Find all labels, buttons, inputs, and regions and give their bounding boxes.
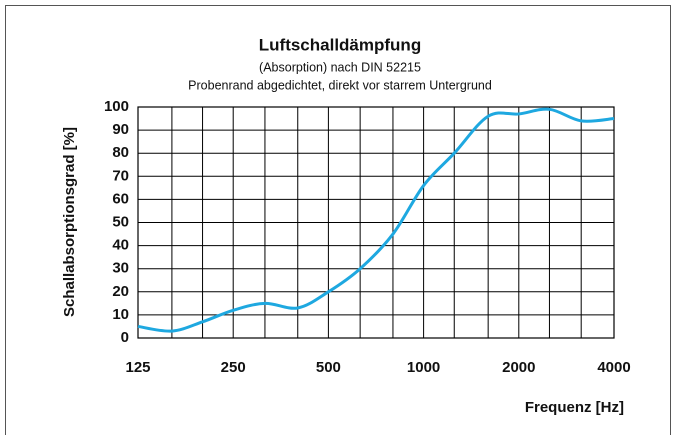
x-tick-label: 1000 — [407, 359, 440, 376]
y-tick-label: 20 — [112, 283, 129, 300]
y-tick-label: 70 — [112, 167, 129, 184]
x-tick-label: 250 — [221, 359, 246, 376]
chart-title: Luftschalldämpfung — [259, 35, 421, 54]
x-tick-label: 4000 — [597, 359, 630, 376]
chart-subtitle: Probenrand abgedichtet, direkt vor starr… — [188, 78, 492, 92]
y-axis-label: Schallabsorptionsgrad [%] — [61, 127, 78, 317]
y-tick-label: 0 — [121, 329, 129, 346]
y-tick-label: 10 — [112, 306, 129, 323]
x-tick-label: 125 — [125, 359, 150, 376]
y-tick-label: 50 — [112, 213, 129, 230]
frame — [5, 5, 671, 435]
y-tick-label: 90 — [112, 121, 129, 138]
x-axis-label: Frequenz [Hz] — [525, 399, 624, 416]
y-tick-label: 100 — [104, 98, 129, 115]
plot-frame — [137, 106, 615, 339]
chart-subtitle: (Absorption) nach DIN 52215 — [259, 60, 421, 74]
y-tick-label: 80 — [112, 144, 129, 161]
x-tick-label: 2000 — [502, 359, 535, 376]
data-line — [137, 107, 615, 333]
y-tick-label: 40 — [112, 237, 129, 254]
x-tick-label: 500 — [316, 359, 341, 376]
y-tick-label: 60 — [112, 190, 129, 207]
y-tick-label: 30 — [112, 260, 129, 277]
